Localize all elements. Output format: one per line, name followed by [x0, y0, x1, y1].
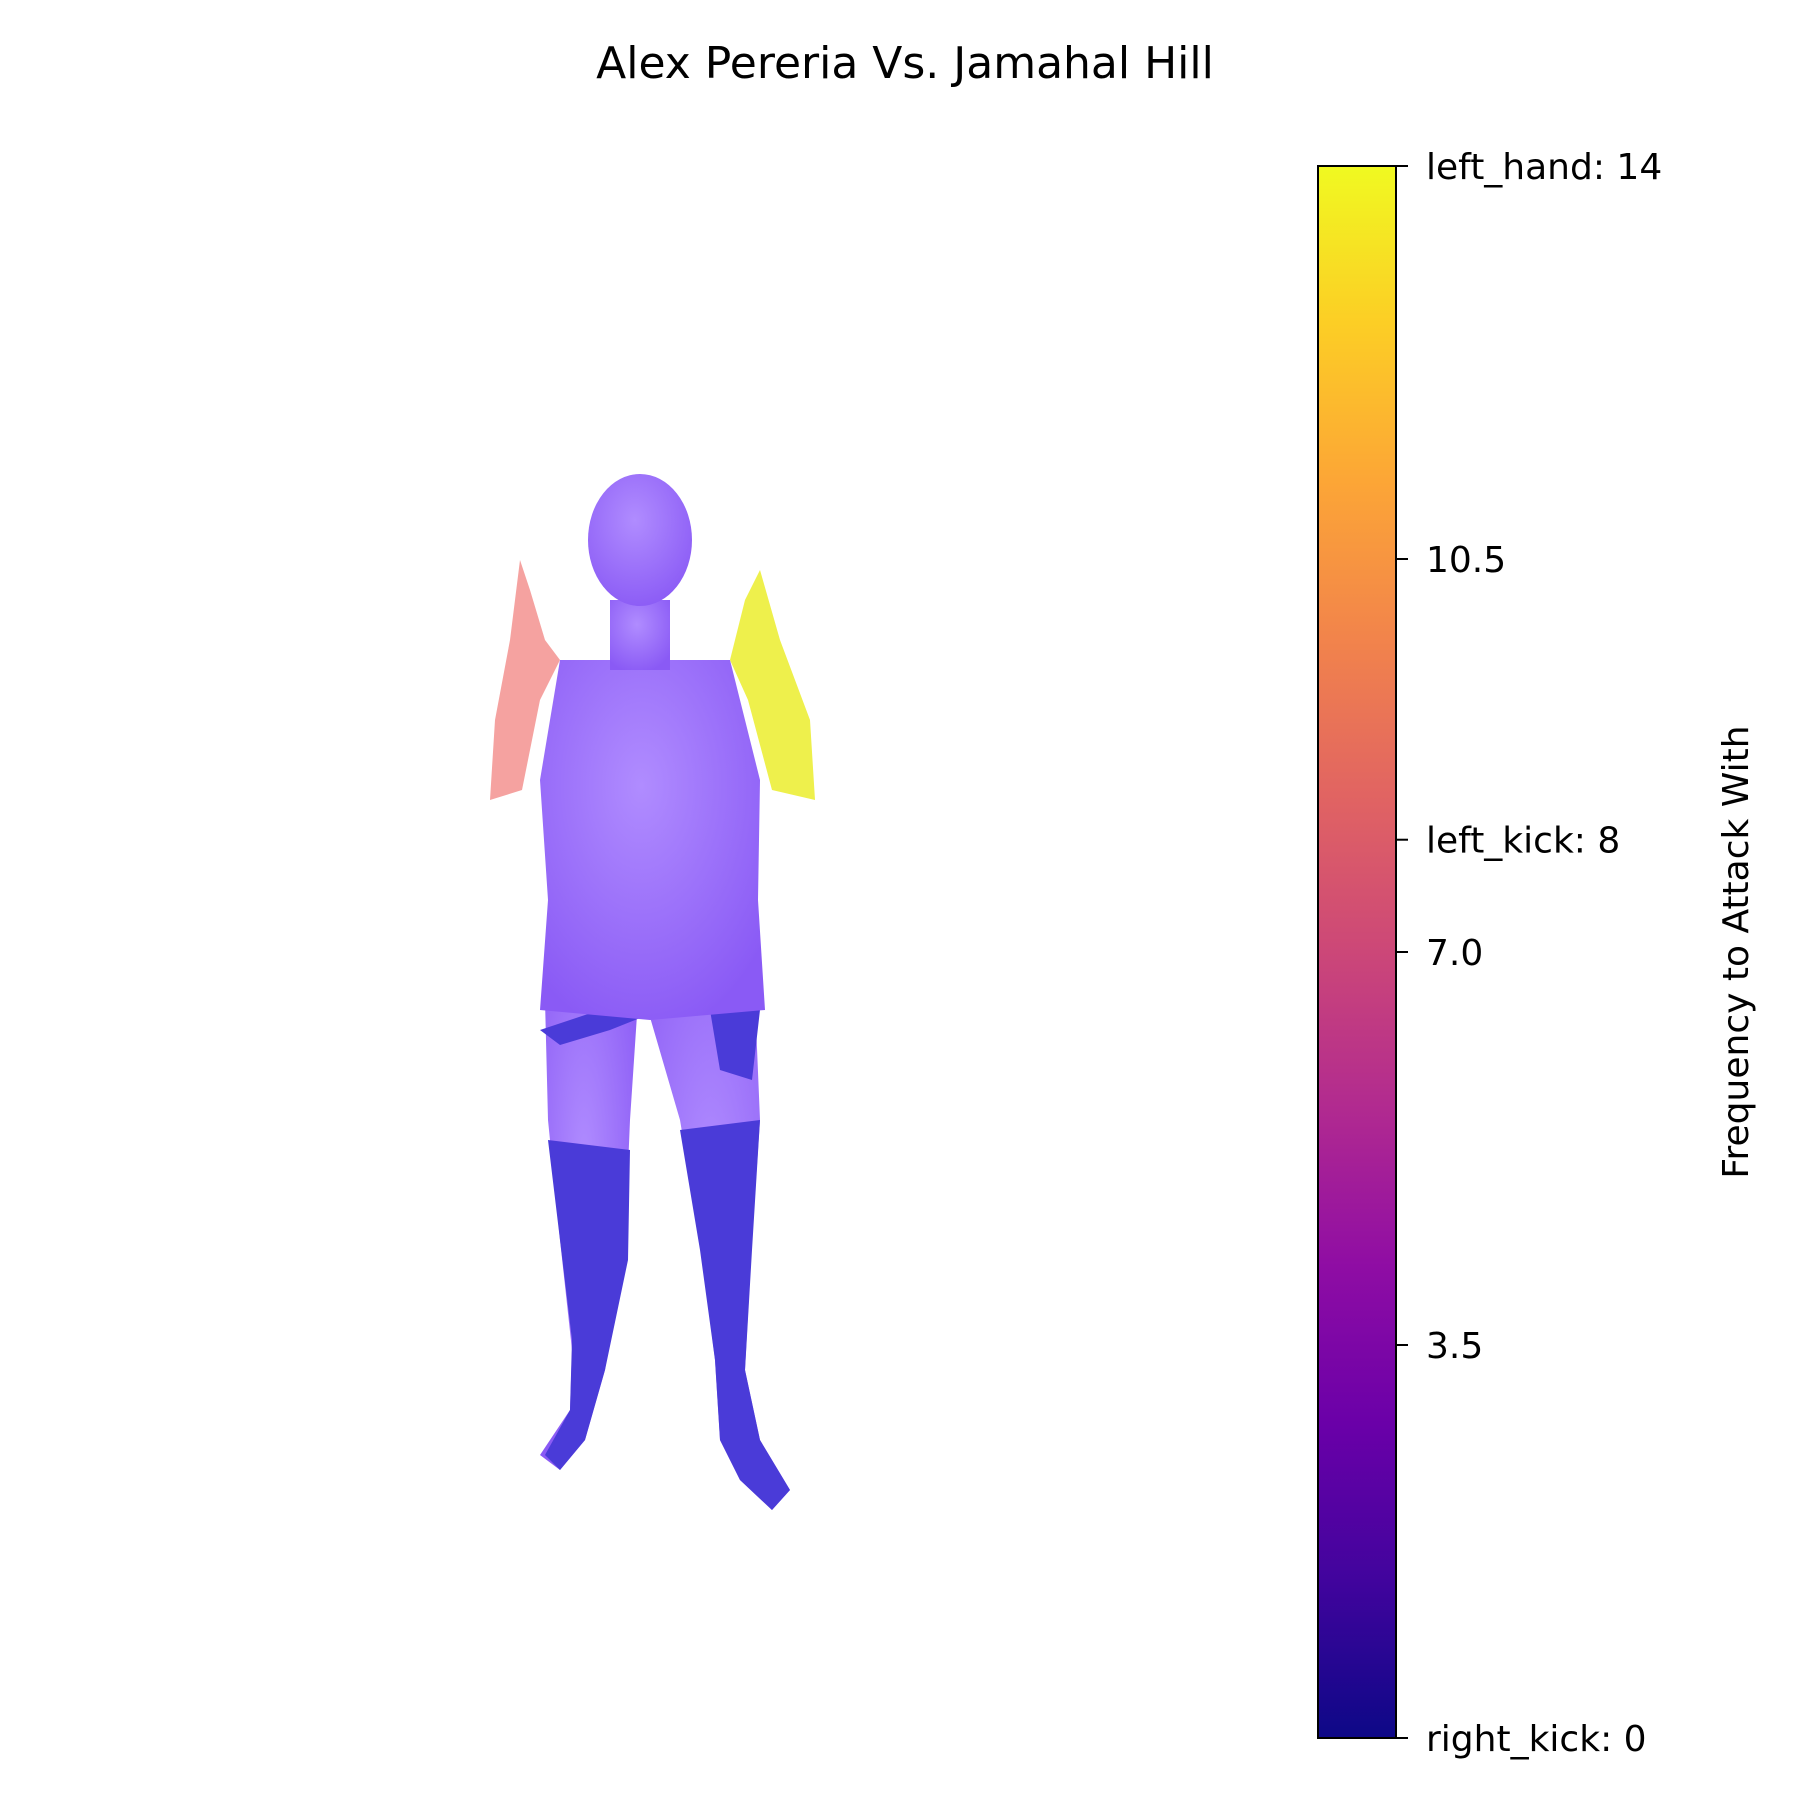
- torso: [540, 660, 765, 1020]
- chart-title: Alex Pereria Vs. Jamahal Hill: [596, 38, 1214, 89]
- colorbar-tick-label: 7.0: [1426, 933, 1483, 974]
- colorbar-tick-label: 3.5: [1426, 1326, 1483, 1367]
- colorbar-gradient: [1317, 165, 1397, 1739]
- colorbar-label: Frequency to Attack With: [1716, 725, 1757, 1178]
- right-arm: [490, 560, 560, 800]
- colorbar: right_kick: 0 3.5 7.0 left_kick: 8 10.5 left_…: [1317, 147, 1757, 1760]
- neck: [610, 600, 670, 670]
- leg-patch: [680, 1120, 790, 1510]
- head: [588, 474, 692, 606]
- colorbar-ticks: right_kick: 0 3.5 7.0 left_kick: 8 10.5 left_…: [1396, 147, 1662, 1760]
- colorbar-tick-label: left_kick: 8: [1426, 821, 1620, 862]
- colorbar-tick-label: 10.5: [1426, 540, 1506, 581]
- colorbar-tick-label: left_hand: 14: [1426, 147, 1662, 188]
- colorbar-tick-label: right_kick: 0: [1426, 1719, 1647, 1760]
- leg-patch: [545, 1140, 630, 1470]
- left-arm: [730, 570, 815, 800]
- body-model: [490, 474, 815, 1510]
